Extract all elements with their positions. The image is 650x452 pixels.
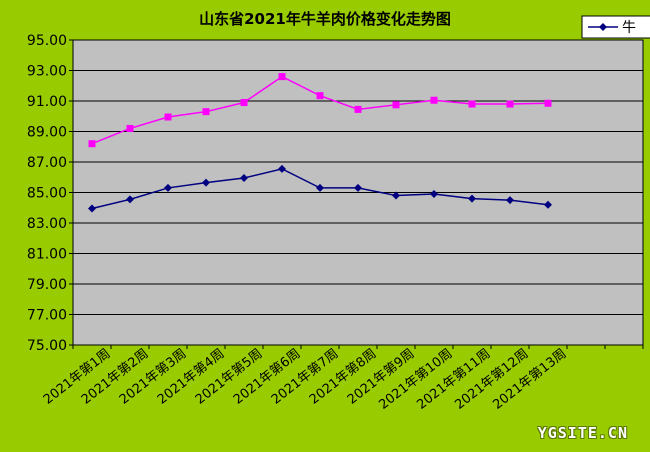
y-tick-label: 91.00 [27,94,67,110]
y-tick-label: 93.00 [27,64,67,80]
data-point-beef [430,190,438,199]
watermark: YGSITE.CN [537,424,628,442]
data-point-beef [240,174,248,183]
data-point-series-2 [278,73,286,81]
data-point-beef [544,200,552,209]
y-tick-label: 81.00 [27,247,67,263]
data-point-beef [164,183,172,192]
data-point-series-2 [430,96,438,104]
data-point-beef [278,164,286,173]
y-tick-label: 85.00 [27,186,67,202]
legend: 牛 [581,15,650,39]
data-point-series-2 [468,100,476,108]
data-point-series-2 [202,108,210,116]
legend-label-beef: 牛 [622,20,636,36]
y-tick-label: 95.00 [27,33,67,49]
data-point-beef [468,194,476,203]
data-point-series-2 [240,99,248,107]
y-tick-label: 79.00 [27,277,67,293]
data-point-series-2 [126,124,134,132]
data-point-beef [316,183,324,192]
data-point-series-2 [354,105,362,113]
y-tick-label: 75.00 [27,338,67,354]
y-tick-label: 77.00 [27,308,67,324]
data-point-series-2 [544,99,552,107]
data-point-beef [88,204,96,213]
data-point-series-2 [316,92,324,100]
data-point-series-2 [88,140,96,148]
y-tick-label: 83.00 [27,216,67,232]
legend-marker-beef [599,23,607,31]
data-point-beef [126,195,134,204]
data-point-beef [354,183,362,192]
data-point-series-2 [506,100,514,108]
grid-lines [73,70,643,315]
data-point-beef [392,191,400,200]
y-tick-label: 89.00 [27,125,67,141]
data-point-beef [202,178,210,187]
y-tick-label: 87.00 [27,155,67,171]
x-axis: 2021年第1周2021年第2周2021年第3周2021年第4周2021年第5周… [41,345,644,413]
series-group [88,73,552,213]
y-axis: 75.00 77.00 79.00 81.00 83.00 85.00 87.00 89.00… [27,33,73,354]
data-point-series-2 [392,101,400,109]
chart-title: 山东省2021年牛羊肉价格变化走势图 [199,10,451,28]
data-point-series-2 [164,113,172,121]
data-point-beef [506,196,514,205]
